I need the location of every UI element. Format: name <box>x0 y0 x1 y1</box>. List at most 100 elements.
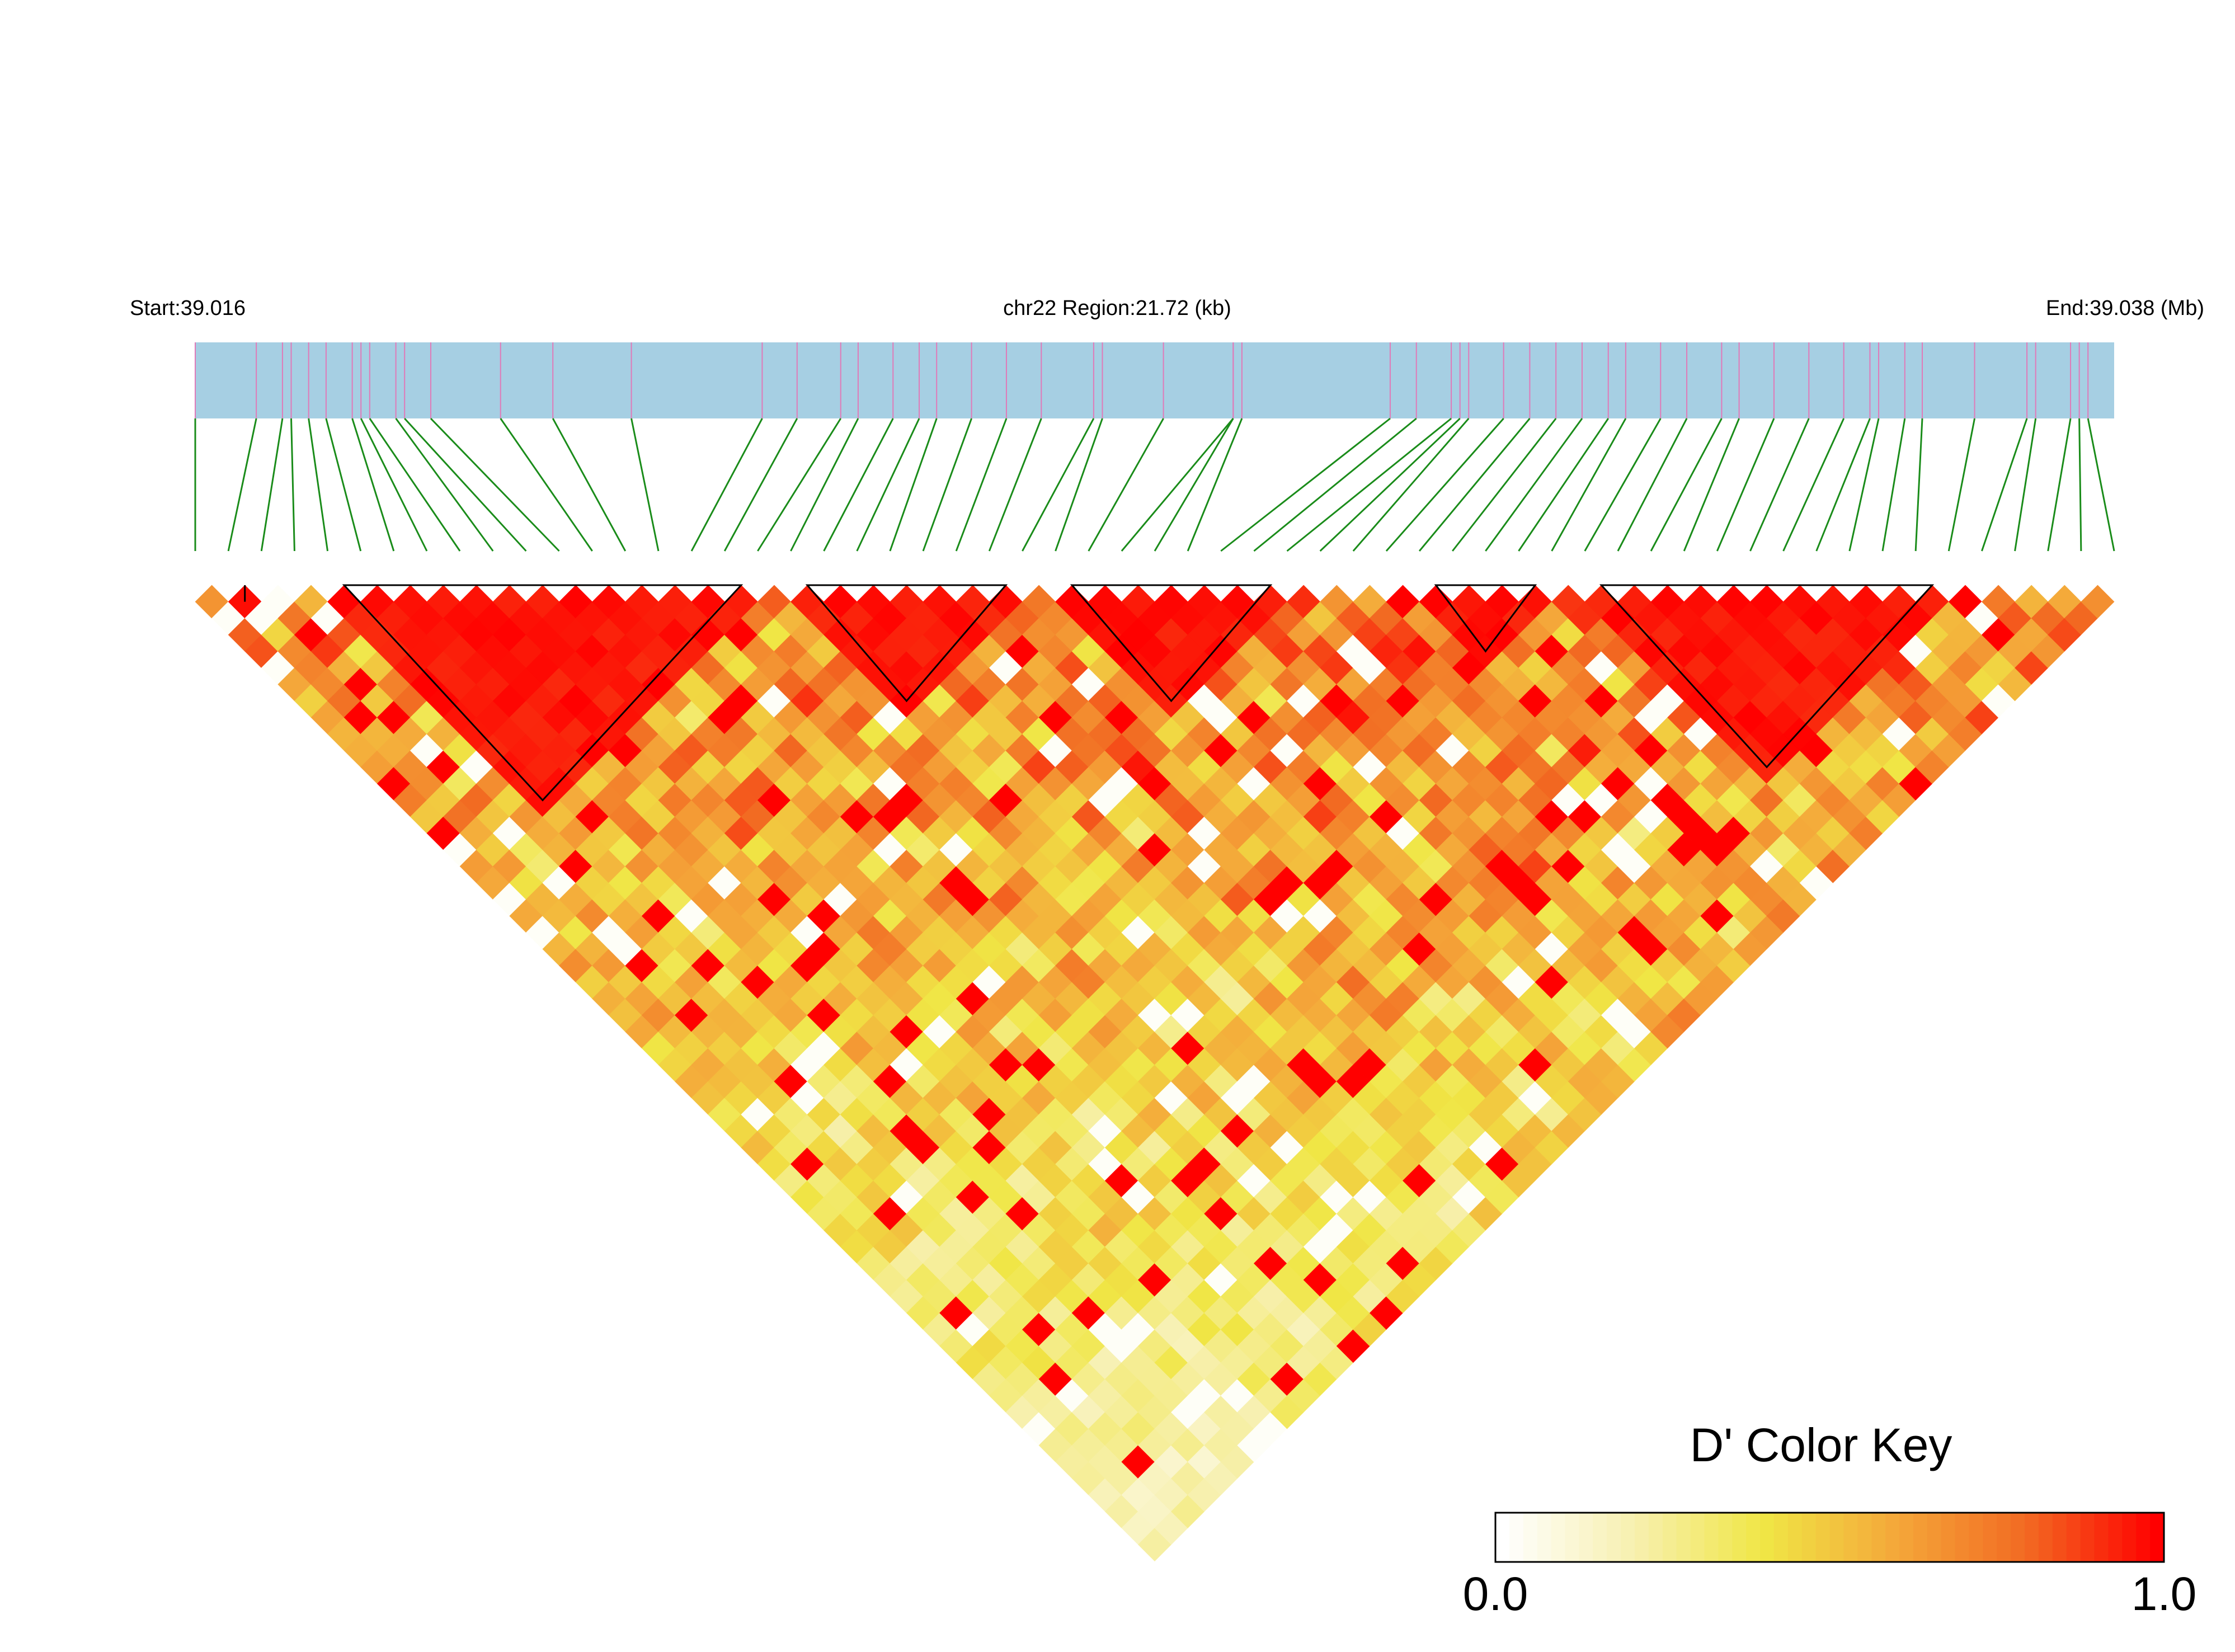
snp-connector <box>889 418 938 552</box>
color-key-swatch <box>1704 1513 1719 1562</box>
haplotype-blocks <box>244 584 1935 802</box>
snp-connector <box>2047 418 2072 552</box>
color-key-swatch <box>1495 1513 1510 1562</box>
snp-connector <box>823 418 894 552</box>
color-key-swatch <box>1621 1513 1635 1562</box>
snp-connectors <box>194 417 2115 552</box>
snp-connector <box>1914 418 1923 552</box>
color-key-swatch <box>1899 1513 1914 1562</box>
color-key-swatch <box>1927 1513 1942 1562</box>
snp-connector <box>1749 418 1810 552</box>
snp-connector <box>1716 418 1775 552</box>
snp-connector <box>395 418 494 552</box>
color-key-swatch <box>1537 1513 1552 1562</box>
color-key-swatch <box>1648 1513 1663 1562</box>
color-key-swatch <box>1941 1513 1956 1562</box>
snp-connector <box>1782 418 1845 552</box>
haplotype-block-outline <box>805 584 1008 703</box>
snp-connector <box>308 418 329 552</box>
snp-connector <box>1385 418 1504 552</box>
snp-connector <box>552 418 627 552</box>
color-key-swatch <box>1579 1513 1594 1562</box>
snp-connector <box>1551 418 1627 552</box>
color-key-swatch <box>1829 1513 1845 1562</box>
snp-connector <box>2087 418 2115 552</box>
snp-connector <box>1881 418 1906 552</box>
region-start-label: Start:39.016 <box>130 296 246 320</box>
region-title: chr22 Region:21.72 (kb) <box>1003 296 1231 320</box>
color-key-title: D' Color Key <box>1690 1419 1952 1471</box>
snp-connector <box>856 418 920 552</box>
snp-connector <box>1452 418 1557 552</box>
color-key-swatch <box>1690 1513 1705 1562</box>
snp-connector <box>1220 417 1391 552</box>
snp-connector <box>1187 418 1243 552</box>
color-key-swatch <box>2066 1513 2081 1562</box>
color-key-swatch <box>2052 1513 2067 1562</box>
color-key-swatch <box>1718 1513 1733 1562</box>
snp-connector <box>227 418 257 552</box>
color-key-swatch <box>1509 1513 1524 1562</box>
snp-connector <box>922 418 972 552</box>
color-key-swatch <box>1607 1513 1621 1562</box>
haplotype-block-outline <box>1599 584 1935 769</box>
color-key-swatch <box>2122 1513 2137 1562</box>
snp-connector <box>351 418 395 552</box>
color-key-swatch <box>1634 1513 1649 1562</box>
color-key-swatch <box>1815 1513 1831 1562</box>
snp-connector <box>757 418 841 552</box>
snp-connector <box>630 418 660 552</box>
snp-connector <box>404 417 527 552</box>
color-key-swatch <box>1913 1513 1928 1562</box>
snp-connector <box>690 418 763 552</box>
snp-connector <box>988 418 1042 552</box>
snp-connector <box>1650 418 1723 552</box>
snp-connector <box>1088 418 1164 552</box>
snp-connector <box>1683 418 1740 552</box>
color-key-swatch <box>2080 1513 2095 1562</box>
color-key-swatch <box>2094 1513 2109 1562</box>
snp-connector <box>1584 418 1662 552</box>
color-key-swatch <box>1565 1513 1580 1562</box>
color-key-swatch <box>1801 1513 1817 1562</box>
snp-connector <box>1286 417 1452 552</box>
snp-connector <box>1418 418 1531 552</box>
color-key-swatch <box>1997 1513 2011 1562</box>
color-key-swatch <box>2150 1513 2165 1562</box>
color-key-min-label: 0.0 <box>1463 1568 1528 1620</box>
color-key-swatch <box>1857 1513 1872 1562</box>
snp-ticks <box>195 342 2089 418</box>
snp-connector <box>500 418 593 552</box>
color-key-swatch <box>1843 1513 1858 1562</box>
haplotype-block-outline <box>342 584 744 802</box>
snp-connector <box>1485 418 1583 552</box>
snp-connector <box>290 418 295 552</box>
color-key-swatch <box>1523 1513 1538 1562</box>
snp-connector <box>955 418 1008 552</box>
color-key-swatch <box>1983 1513 1998 1562</box>
color-key-frame <box>1494 1512 2165 1563</box>
snp-connector <box>2014 418 2037 552</box>
snp-connector <box>1947 418 1976 552</box>
color-key-swatch <box>1732 1513 1747 1562</box>
color-key-swatch <box>1593 1513 1607 1562</box>
color-key-swatch <box>2136 1513 2151 1562</box>
color-key-swatch <box>2108 1513 2123 1562</box>
color-key-swatch <box>1969 1513 1984 1562</box>
snp-connector <box>1617 418 1688 552</box>
chromosome-track <box>195 342 2114 418</box>
snp-connector <box>1055 418 1103 552</box>
color-key-swatch <box>1746 1513 1761 1562</box>
snp-connector <box>723 418 798 552</box>
snp-connector <box>1352 418 1470 552</box>
color-key-bar <box>1495 1513 2165 1562</box>
snp-connector <box>1319 417 1461 552</box>
snp-connector <box>1981 418 2028 552</box>
snp-connector <box>1848 418 1880 552</box>
color-key-swatch <box>1787 1513 1803 1562</box>
color-key-swatch <box>2011 1513 2025 1562</box>
color-key-max-label: 1.0 <box>2132 1568 2197 1620</box>
color-key-swatch <box>1676 1513 1691 1562</box>
snp-connector <box>430 417 560 552</box>
